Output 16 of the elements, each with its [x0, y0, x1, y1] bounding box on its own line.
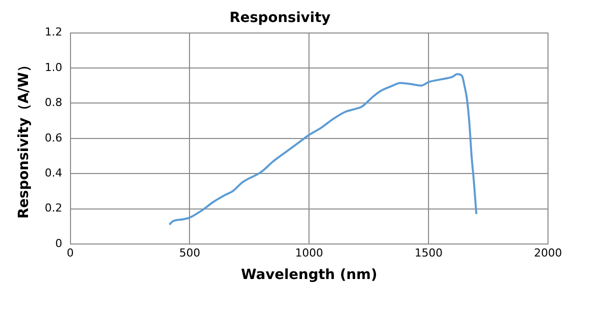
y-tick-label: 1.0 [44, 60, 62, 74]
y-tick-label: 0.6 [44, 131, 62, 144]
y-axis-title: Responsivity（A/W） [16, 58, 32, 219]
x-axis-title: Wavelength (nm) [241, 267, 378, 284]
line-series [168, 73, 478, 226]
y-tick-label: 0.2 [44, 202, 62, 215]
x-tick-label: 1000 [295, 246, 324, 260]
chart-title: Responsivity [229, 10, 331, 26]
x-tick-label: 1500 [414, 246, 443, 260]
y-tick-label: 0 [55, 236, 62, 250]
y-tick-label: 0.4 [44, 166, 62, 180]
y-tick-label: 0.8 [44, 96, 62, 110]
y-tick-label: 1.2 [44, 26, 62, 39]
x-tick-label: 2000 [534, 246, 562, 260]
x-tick-label: 500 [179, 246, 200, 260]
x-tick-label: 0 [66, 246, 74, 260]
